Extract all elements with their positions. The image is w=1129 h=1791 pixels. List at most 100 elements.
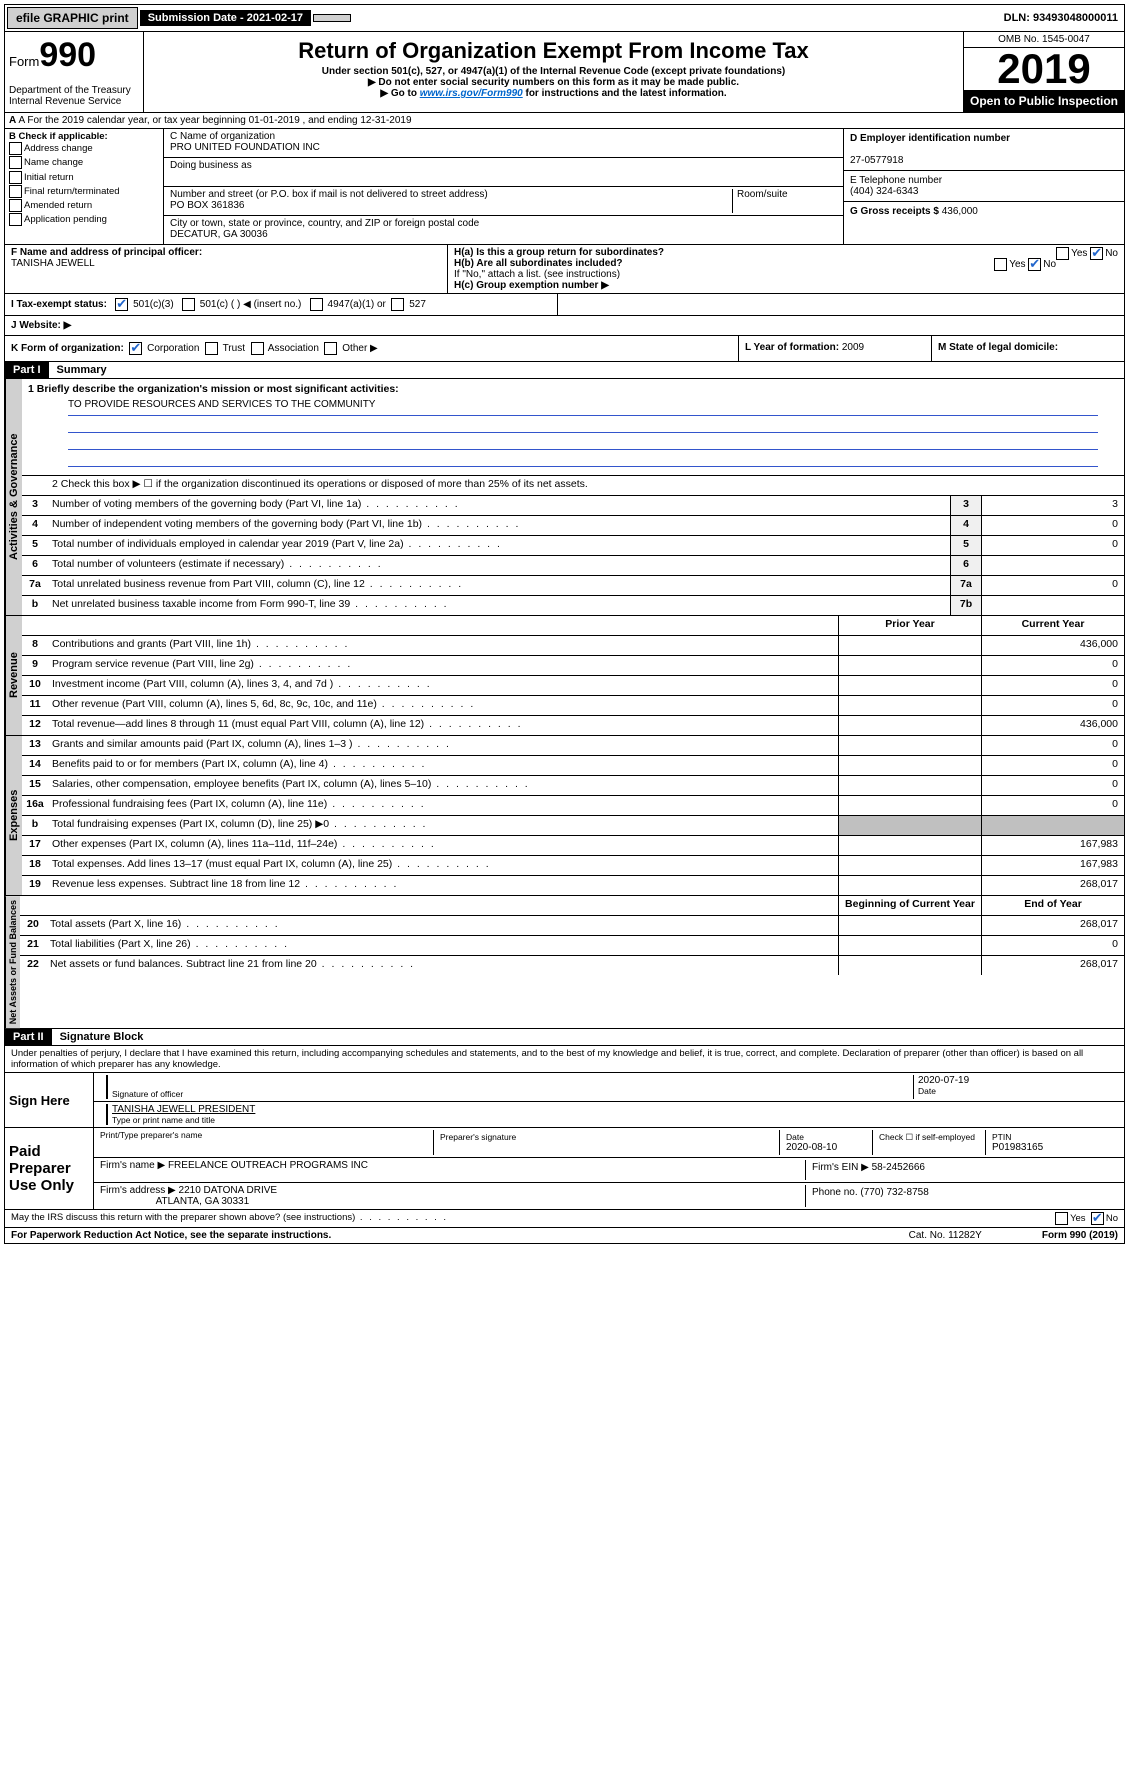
addr-label: Number and street (or P.O. box if mail i… [170, 189, 732, 200]
principal-officer: F Name and address of principal officer:… [5, 245, 448, 293]
table-row: 17Other expenses (Part IX, column (A), l… [22, 836, 1124, 856]
cat-no: Cat. No. 11282Y [909, 1230, 982, 1241]
tax-year: 2019 [964, 48, 1124, 90]
efile-graphic-btn[interactable]: efile GRAPHIC print [7, 7, 138, 29]
sig-date: 2020-07-19 [918, 1075, 1118, 1086]
form-990-number: 990 [39, 36, 96, 74]
table-row: 5Total number of individuals employed in… [22, 536, 1124, 556]
form-number-box: Form990 Department of the Treasury Inter… [5, 32, 144, 112]
form-title: Return of Organization Exempt From Incom… [148, 38, 959, 64]
firm-city: ATLANTA, GA 30331 [156, 1196, 250, 1207]
sig-officer-label: Signature of officer [112, 1089, 913, 1099]
part1-header-row: Part I Summary [4, 362, 1125, 379]
paid-preparer-label: Paid Preparer Use Only [5, 1128, 94, 1209]
chk-527[interactable] [391, 298, 404, 311]
addr-value: PO BOX 361836 [170, 200, 732, 211]
firm-name: FREELANCE OUTREACH PROGRAMS INC [168, 1160, 368, 1171]
expenses-block: Expenses 13Grants and similar amounts pa… [4, 736, 1125, 896]
chk-501c3[interactable] [115, 298, 128, 311]
governance-block: Activities & Governance 1 Briefly descri… [4, 379, 1125, 616]
table-row: 16aProfessional fundraising fees (Part I… [22, 796, 1124, 816]
vtab-expenses: Expenses [5, 736, 22, 895]
part2-header-row: Part II Signature Block [4, 1029, 1125, 1046]
chk-app-pending[interactable]: Application pending [9, 213, 159, 227]
efile-topbar: efile GRAPHIC print Submission Date - 20… [4, 4, 1125, 32]
submission-date: Submission Date - 2021-02-17 [140, 10, 311, 26]
form-label: Form [9, 54, 39, 69]
chk-address-change[interactable]: Address change [9, 142, 159, 156]
table-row: 22Net assets or fund balances. Subtract … [20, 956, 1124, 975]
ptin-value: P01983165 [992, 1142, 1112, 1153]
dba-label: Doing business as [170, 160, 837, 171]
group-return: H(a) Is this a group return for subordin… [448, 245, 1124, 293]
org-name-label: C Name of organization [170, 131, 837, 142]
table-row: 9Program service revenue (Part VIII, lin… [22, 656, 1124, 676]
vtab-governance: Activities & Governance [5, 379, 22, 615]
discuss-row: May the IRS discuss this return with the… [4, 1210, 1125, 1228]
chk-4947[interactable] [310, 298, 323, 311]
irs-link[interactable]: www.irs.gov/Form990 [420, 88, 523, 99]
row-i-tax-status: I Tax-exempt status: 501(c)(3) 501(c) ( … [4, 294, 1125, 316]
table-row: 19Revenue less expenses. Subtract line 1… [22, 876, 1124, 895]
chk-final-return[interactable]: Final return/terminated [9, 185, 159, 199]
row-j-website: J Website: ▶ [4, 316, 1125, 336]
vtab-revenue: Revenue [5, 616, 22, 735]
col-c-org-info: C Name of organization PRO UNITED FOUNDA… [164, 129, 844, 244]
table-row: 15Salaries, other compensation, employee… [22, 776, 1124, 796]
table-row: 20Total assets (Part X, line 16)268,017 [20, 916, 1124, 936]
paperwork-notice: For Paperwork Reduction Act Notice, see … [11, 1230, 331, 1241]
chk-association[interactable] [251, 342, 264, 355]
col-current-year: Current Year [981, 616, 1124, 635]
table-row: 3Number of voting members of the governi… [22, 496, 1124, 516]
table-row: 4Number of independent voting members of… [22, 516, 1124, 536]
firm-addr: 2210 DATONA DRIVE [179, 1185, 278, 1196]
table-row: bNet unrelated business taxable income f… [22, 596, 1124, 615]
table-row: 10Investment income (Part VIII, column (… [22, 676, 1124, 696]
chk-amended[interactable]: Amended return [9, 199, 159, 213]
title-box: Return of Organization Exempt From Incom… [144, 32, 963, 112]
col-end-year: End of Year [981, 896, 1124, 915]
col-de: D Employer identification number 27-0577… [844, 129, 1124, 244]
line-2: 2 Check this box ▶ ☐ if the organization… [48, 476, 1124, 495]
city-value: DECATUR, GA 30036 [170, 229, 837, 240]
table-row: 14Benefits paid to or for members (Part … [22, 756, 1124, 776]
paid-preparer-section: Paid Preparer Use Only Print/Type prepar… [4, 1128, 1125, 1210]
vtab-netassets: Net Assets or Fund Balances [5, 896, 20, 1028]
table-row: 12Total revenue—add lines 8 through 11 (… [22, 716, 1124, 735]
part2-title: Signature Block [52, 1029, 152, 1045]
subtitle-3: ▶ Go to www.irs.gov/Form990 for instruct… [148, 88, 959, 99]
gross-receipts-label: G Gross receipts $ [850, 206, 942, 217]
part1-badge: Part I [5, 362, 49, 378]
subtitle-1: Under section 501(c), 527, or 4947(a)(1)… [148, 66, 959, 77]
chk-corporation[interactable] [129, 342, 142, 355]
revenue-block: Revenue Prior YearCurrent Year 8Contribu… [4, 616, 1125, 736]
dept-treasury: Department of the Treasury Internal Reve… [9, 85, 139, 107]
table-row: 18Total expenses. Add lines 13–17 (must … [22, 856, 1124, 876]
table-row: 11Other revenue (Part VIII, column (A), … [22, 696, 1124, 716]
part1-title: Summary [49, 362, 115, 378]
mission-text: TO PROVIDE RESOURCES AND SERVICES TO THE… [68, 399, 1098, 416]
phone-value: (404) 324-6343 [850, 186, 918, 197]
room-suite-label: Room/suite [732, 189, 837, 213]
year-box: OMB No. 1545-0047 2019 Open to Public In… [963, 32, 1124, 112]
chk-name-change[interactable]: Name change [9, 156, 159, 170]
mission-label: 1 Briefly describe the organization's mi… [28, 383, 399, 395]
city-label: City or town, state or province, country… [170, 218, 837, 229]
prep-date: 2020-08-10 [786, 1142, 866, 1153]
table-row: 8Contributions and grants (Part VIII, li… [22, 636, 1124, 656]
ein-label: D Employer identification number [850, 133, 1010, 144]
chk-other[interactable] [324, 342, 337, 355]
dln-label: DLN: 93493048000011 [998, 10, 1124, 26]
table-row: 21Total liabilities (Part X, line 26)0 [20, 936, 1124, 956]
blank-btn [313, 14, 351, 22]
subtitle-2: ▶ Do not enter social security numbers o… [148, 77, 959, 88]
part2-badge: Part II [5, 1029, 52, 1045]
chk-trust[interactable] [205, 342, 218, 355]
netassets-block: Net Assets or Fund Balances Beginning of… [4, 896, 1125, 1029]
firm-ein: 58-2452666 [872, 1162, 925, 1173]
chk-initial-return[interactable]: Initial return [9, 171, 159, 185]
chk-501c[interactable] [182, 298, 195, 311]
org-name: PRO UNITED FOUNDATION INC [170, 142, 837, 153]
section-bcde: B Check if applicable: Address change Na… [4, 129, 1125, 245]
footer-row: For Paperwork Reduction Act Notice, see … [4, 1228, 1125, 1244]
